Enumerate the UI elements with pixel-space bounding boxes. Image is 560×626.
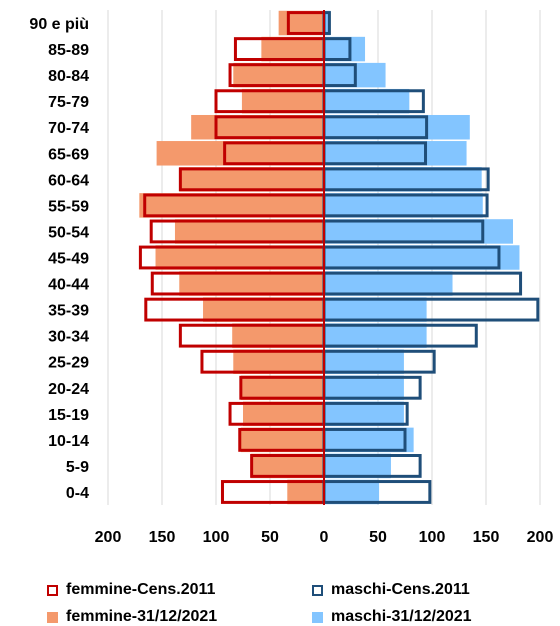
age-group-label: 10-14 xyxy=(48,433,89,450)
age-group-label: 55-59 xyxy=(48,198,89,215)
bar-maschi-2021 xyxy=(324,141,467,166)
bar-maschi-2021 xyxy=(324,297,427,322)
bar-maschi-2021 xyxy=(324,271,453,296)
x-axis-labels: 200 150 100 50 0 50 100 150 200 xyxy=(95,529,554,546)
bar-femmine-2021 xyxy=(179,167,324,192)
bar-maschi-2021 xyxy=(324,193,483,218)
bar-maschi-2021 xyxy=(324,10,331,36)
bar-femmine-2021 xyxy=(233,349,324,374)
x-tick-label: 0 xyxy=(320,529,329,546)
age-group-label: 90 e più xyxy=(29,16,89,33)
age-group-label: 30-34 xyxy=(48,329,89,346)
bar-maschi-2021 xyxy=(324,219,513,244)
bar-maschi-2021 xyxy=(324,479,380,505)
age-group-label: 5-9 xyxy=(66,459,89,476)
bar-maschi-2021 xyxy=(324,245,520,270)
bar-maschi-2021 xyxy=(324,323,427,348)
bar-maschi-2021 xyxy=(324,36,366,62)
age-group-label: 85-89 xyxy=(48,42,89,59)
x-tick-label: 50 xyxy=(369,529,387,546)
bar-femmine-2021 xyxy=(191,114,324,140)
x-tick-label: 100 xyxy=(203,529,230,546)
bar-maschi-2021 xyxy=(324,88,410,114)
bar-femmine-2021 xyxy=(232,323,324,348)
age-group-label: 15-19 xyxy=(48,407,89,424)
bar-femmine-2021 xyxy=(156,141,324,166)
bar-femmine-2021 xyxy=(243,401,324,427)
bar-maschi-2021 xyxy=(324,401,404,427)
filled-bars xyxy=(139,10,520,505)
bar-femmine-2021 xyxy=(179,271,324,296)
bar-femmine-2021 xyxy=(233,62,324,88)
bar-femmine-2021 xyxy=(287,479,324,505)
x-tick-label: 50 xyxy=(261,529,279,546)
bar-femmine-2021 xyxy=(278,10,324,36)
bar-maschi-2021 xyxy=(324,427,414,453)
age-group-label: 0-4 xyxy=(66,485,89,502)
age-group-label: 65-69 xyxy=(48,146,89,163)
bar-maschi-2021 xyxy=(324,349,404,374)
bar-maschi-2021 xyxy=(324,167,482,192)
age-group-label: 35-39 xyxy=(48,303,89,320)
age-group-label: 70-74 xyxy=(48,120,89,137)
age-group-label: 20-24 xyxy=(48,381,89,398)
x-tick-label: 150 xyxy=(149,529,176,546)
age-group-label: 40-44 xyxy=(48,277,89,294)
bar-femmine-2021 xyxy=(139,193,324,218)
x-tick-label: 200 xyxy=(527,529,554,546)
x-tick-label: 100 xyxy=(419,529,446,546)
bar-femmine-2021 xyxy=(155,245,324,270)
x-tick-label: 150 xyxy=(473,529,500,546)
bar-femmine-2021 xyxy=(240,375,324,401)
age-group-label: 80-84 xyxy=(48,68,89,85)
x-tick-label: 200 xyxy=(95,529,122,546)
bar-femmine-2021 xyxy=(261,36,324,62)
age-group-label: 50-54 xyxy=(48,224,89,241)
age-group-label: 60-64 xyxy=(48,172,89,189)
y-axis-labels: 0-4 5-9 10-14 15-19 20-24 25-29 30-34 35-39 40-4… xyxy=(29,16,89,502)
bar-maschi-2021 xyxy=(324,114,470,140)
age-group-label: 25-29 xyxy=(48,355,89,372)
bar-femmine-2021 xyxy=(250,453,324,479)
bar-maschi-2021 xyxy=(324,453,391,479)
bar-maschi-2021 xyxy=(324,375,404,401)
bar-femmine-2021 xyxy=(240,427,324,453)
age-group-label: 75-79 xyxy=(48,94,89,111)
age-group-label: 45-49 xyxy=(48,251,89,268)
bar-femmine-2021 xyxy=(174,219,324,244)
bar-femmine-2021 xyxy=(241,88,324,114)
bar-femmine-2021 xyxy=(203,297,324,322)
